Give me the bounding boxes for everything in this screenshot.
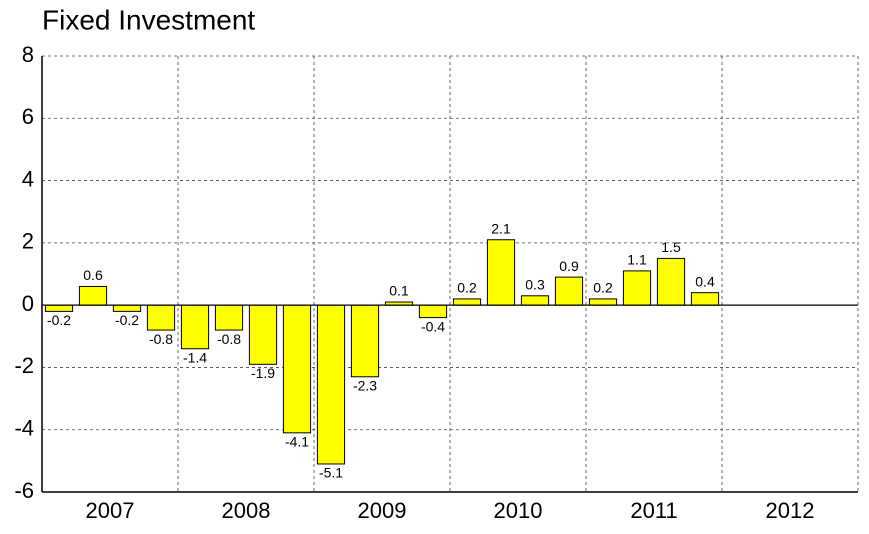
x-tick-label: 2010 [494, 498, 543, 523]
data-label: -1.9 [251, 365, 275, 381]
bar [520, 295, 550, 306]
bar [112, 304, 142, 312]
bar [180, 304, 210, 350]
data-label: -0.2 [47, 312, 71, 328]
bar [350, 304, 380, 378]
data-label: -0.8 [149, 331, 173, 347]
bar [44, 304, 74, 312]
bar [554, 276, 584, 306]
y-tick-label: -4 [14, 416, 34, 441]
y-tick-label: 0 [22, 291, 34, 316]
y-tick-label: -6 [14, 478, 34, 503]
data-label: -5.1 [319, 465, 343, 481]
bar [690, 292, 720, 306]
chart-title: Fixed Investment [42, 4, 255, 35]
y-tick-label: 8 [22, 42, 34, 67]
bar [452, 298, 482, 306]
data-label: 2.1 [491, 220, 511, 236]
y-tick-label: 6 [22, 104, 34, 129]
y-tick-label: -2 [14, 353, 34, 378]
data-label: 0.1 [389, 283, 409, 299]
bar [656, 257, 686, 306]
data-label: -0.2 [115, 312, 139, 328]
bar [282, 304, 312, 434]
y-tick-label: 4 [22, 166, 34, 191]
bar [248, 304, 278, 365]
bar [146, 304, 176, 331]
data-label: -4.1 [285, 434, 309, 450]
bar [418, 304, 448, 319]
data-label: -0.4 [421, 318, 445, 334]
data-label: 1.5 [661, 239, 681, 255]
bar [588, 298, 618, 306]
x-tick-label: 2009 [358, 498, 407, 523]
bar [316, 304, 346, 465]
x-tick-label: 2011 [630, 498, 677, 523]
data-label: 0.9 [559, 258, 579, 274]
data-label: 0.3 [525, 277, 545, 293]
bar [486, 239, 516, 306]
bar [214, 304, 244, 331]
x-tick-label: 2012 [766, 498, 815, 523]
data-label: 0.6 [83, 267, 103, 283]
data-label: 0.4 [695, 273, 715, 289]
data-label: -0.8 [217, 331, 241, 347]
x-tick-label: 2008 [222, 498, 271, 523]
y-tick-label: 2 [22, 229, 34, 254]
x-tick-label: 2007 [86, 498, 135, 523]
data-label: 1.1 [627, 252, 647, 268]
data-label: -1.4 [183, 349, 207, 365]
data-label: 0.2 [457, 280, 477, 296]
data-label: -2.3 [353, 377, 377, 393]
bar [622, 270, 652, 306]
data-label: 0.2 [593, 280, 613, 296]
bar [78, 285, 108, 306]
